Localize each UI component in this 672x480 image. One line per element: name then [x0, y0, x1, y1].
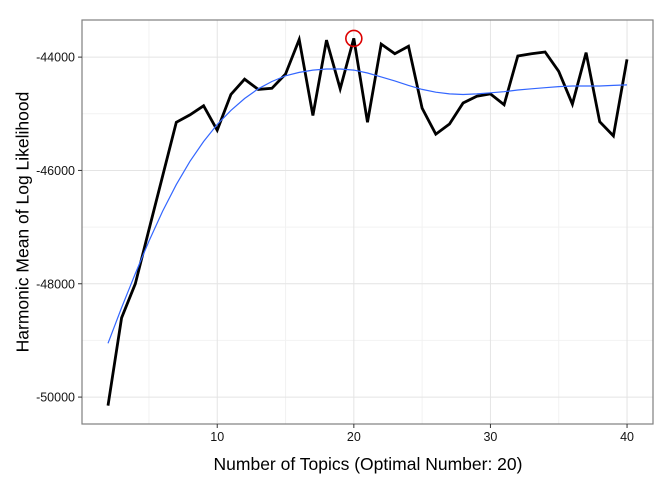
x-tick-label: 40	[620, 430, 634, 444]
y-tick-label: -50000	[36, 391, 75, 405]
x-tick-label: 30	[483, 430, 497, 444]
y-tick-label: -44000	[36, 51, 75, 65]
panel-border	[81, 19, 654, 425]
optimal-point-circle	[345, 29, 363, 48]
harmonic-mean-line	[106, 34, 629, 406]
x-axis-title: Number of Topics (Optimal Number: 20)	[213, 454, 523, 474]
x-tick-label: 10	[210, 430, 224, 444]
x-tick-label: 20	[347, 430, 361, 444]
plot-panel	[82, 20, 653, 424]
y-tick-label: -46000	[36, 164, 75, 178]
y-tick-label: -48000	[36, 277, 75, 291]
smooth-trend-line	[107, 68, 628, 344]
y-axis-title: Harmonic Mean of Log Likelihood	[12, 91, 33, 353]
